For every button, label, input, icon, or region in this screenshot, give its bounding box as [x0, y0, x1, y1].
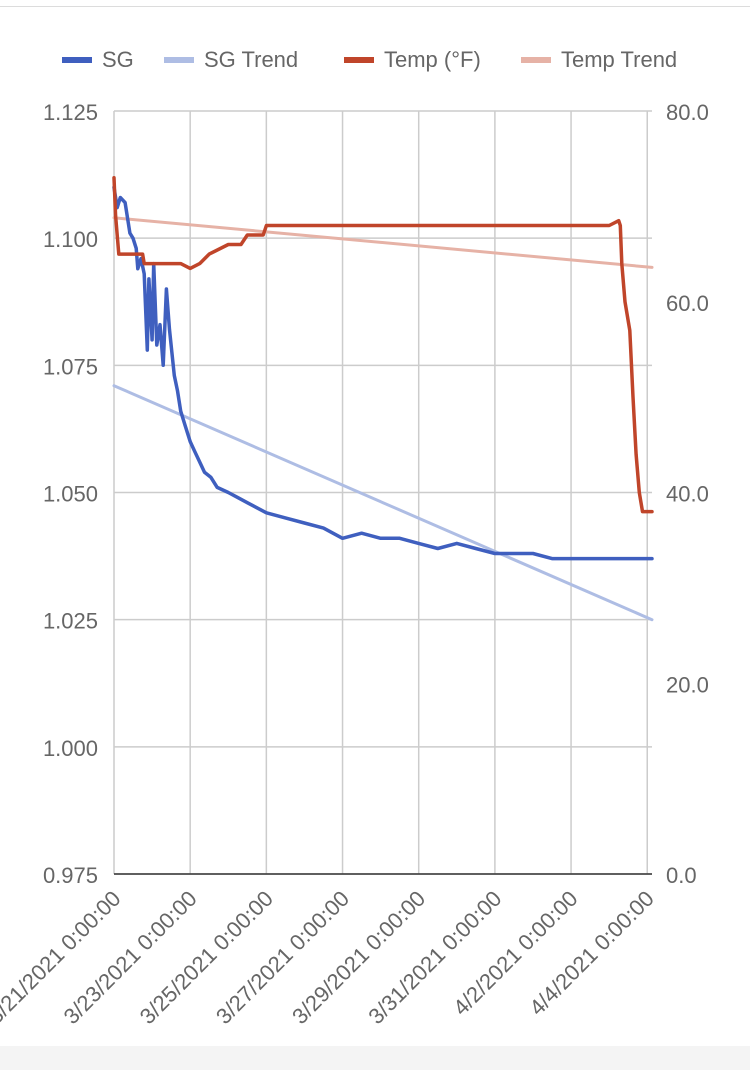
series-line-temp-f: [112, 176, 654, 514]
series-layer: [112, 176, 654, 622]
legend: SG SG Trend Temp (°F) Temp Trend: [62, 47, 677, 72]
x-tick-label: 3/23/2021 0:00:00: [59, 886, 202, 1029]
legend-label-sg-trend: SG Trend: [204, 47, 298, 72]
legend-label-sg: SG: [102, 47, 134, 72]
legend-swatch-temp-f: [344, 57, 374, 63]
y-left-tick-label: 1.125: [43, 100, 98, 125]
y-left-tick-label: 0.975: [43, 863, 98, 888]
x-tick-label: 3/31/2021 0:00:00: [363, 886, 506, 1029]
bottom-shade: [0, 1046, 750, 1070]
top-divider: [0, 6, 750, 7]
legend-swatch-sg-trend: [164, 57, 194, 63]
legend-swatch-temp-trend: [521, 57, 551, 63]
y-right-tick-label: 60.0: [666, 291, 709, 316]
y-right-tick-label: 80.0: [666, 100, 709, 125]
y-right-tick-label: 0.0: [666, 863, 697, 888]
x-tick-label: 3/27/2021 0:00:00: [211, 886, 354, 1029]
y-left-tick-label: 1.025: [43, 609, 98, 634]
y-right-tick-label: 40.0: [666, 482, 709, 507]
y-left-tick-label: 1.000: [43, 736, 98, 761]
x-tick-label: 3/29/2021 0:00:00: [287, 886, 430, 1029]
series-line-temp-trend: [112, 216, 654, 269]
legend-label-temp-trend: Temp Trend: [561, 47, 677, 72]
legend-swatch-sg: [62, 57, 92, 63]
y-left-tick-label: 1.050: [43, 482, 98, 507]
series-line-sg-trend: [112, 384, 654, 622]
y-right-tick-label: 20.0: [666, 672, 709, 697]
legend-label-temp-f: Temp (°F): [384, 47, 481, 72]
x-tick-label: 3/25/2021 0:00:00: [135, 886, 278, 1029]
y-left-tick-label: 1.075: [43, 354, 98, 379]
y-left-tick-label: 1.100: [43, 227, 98, 252]
series-line-sg: [112, 185, 654, 561]
